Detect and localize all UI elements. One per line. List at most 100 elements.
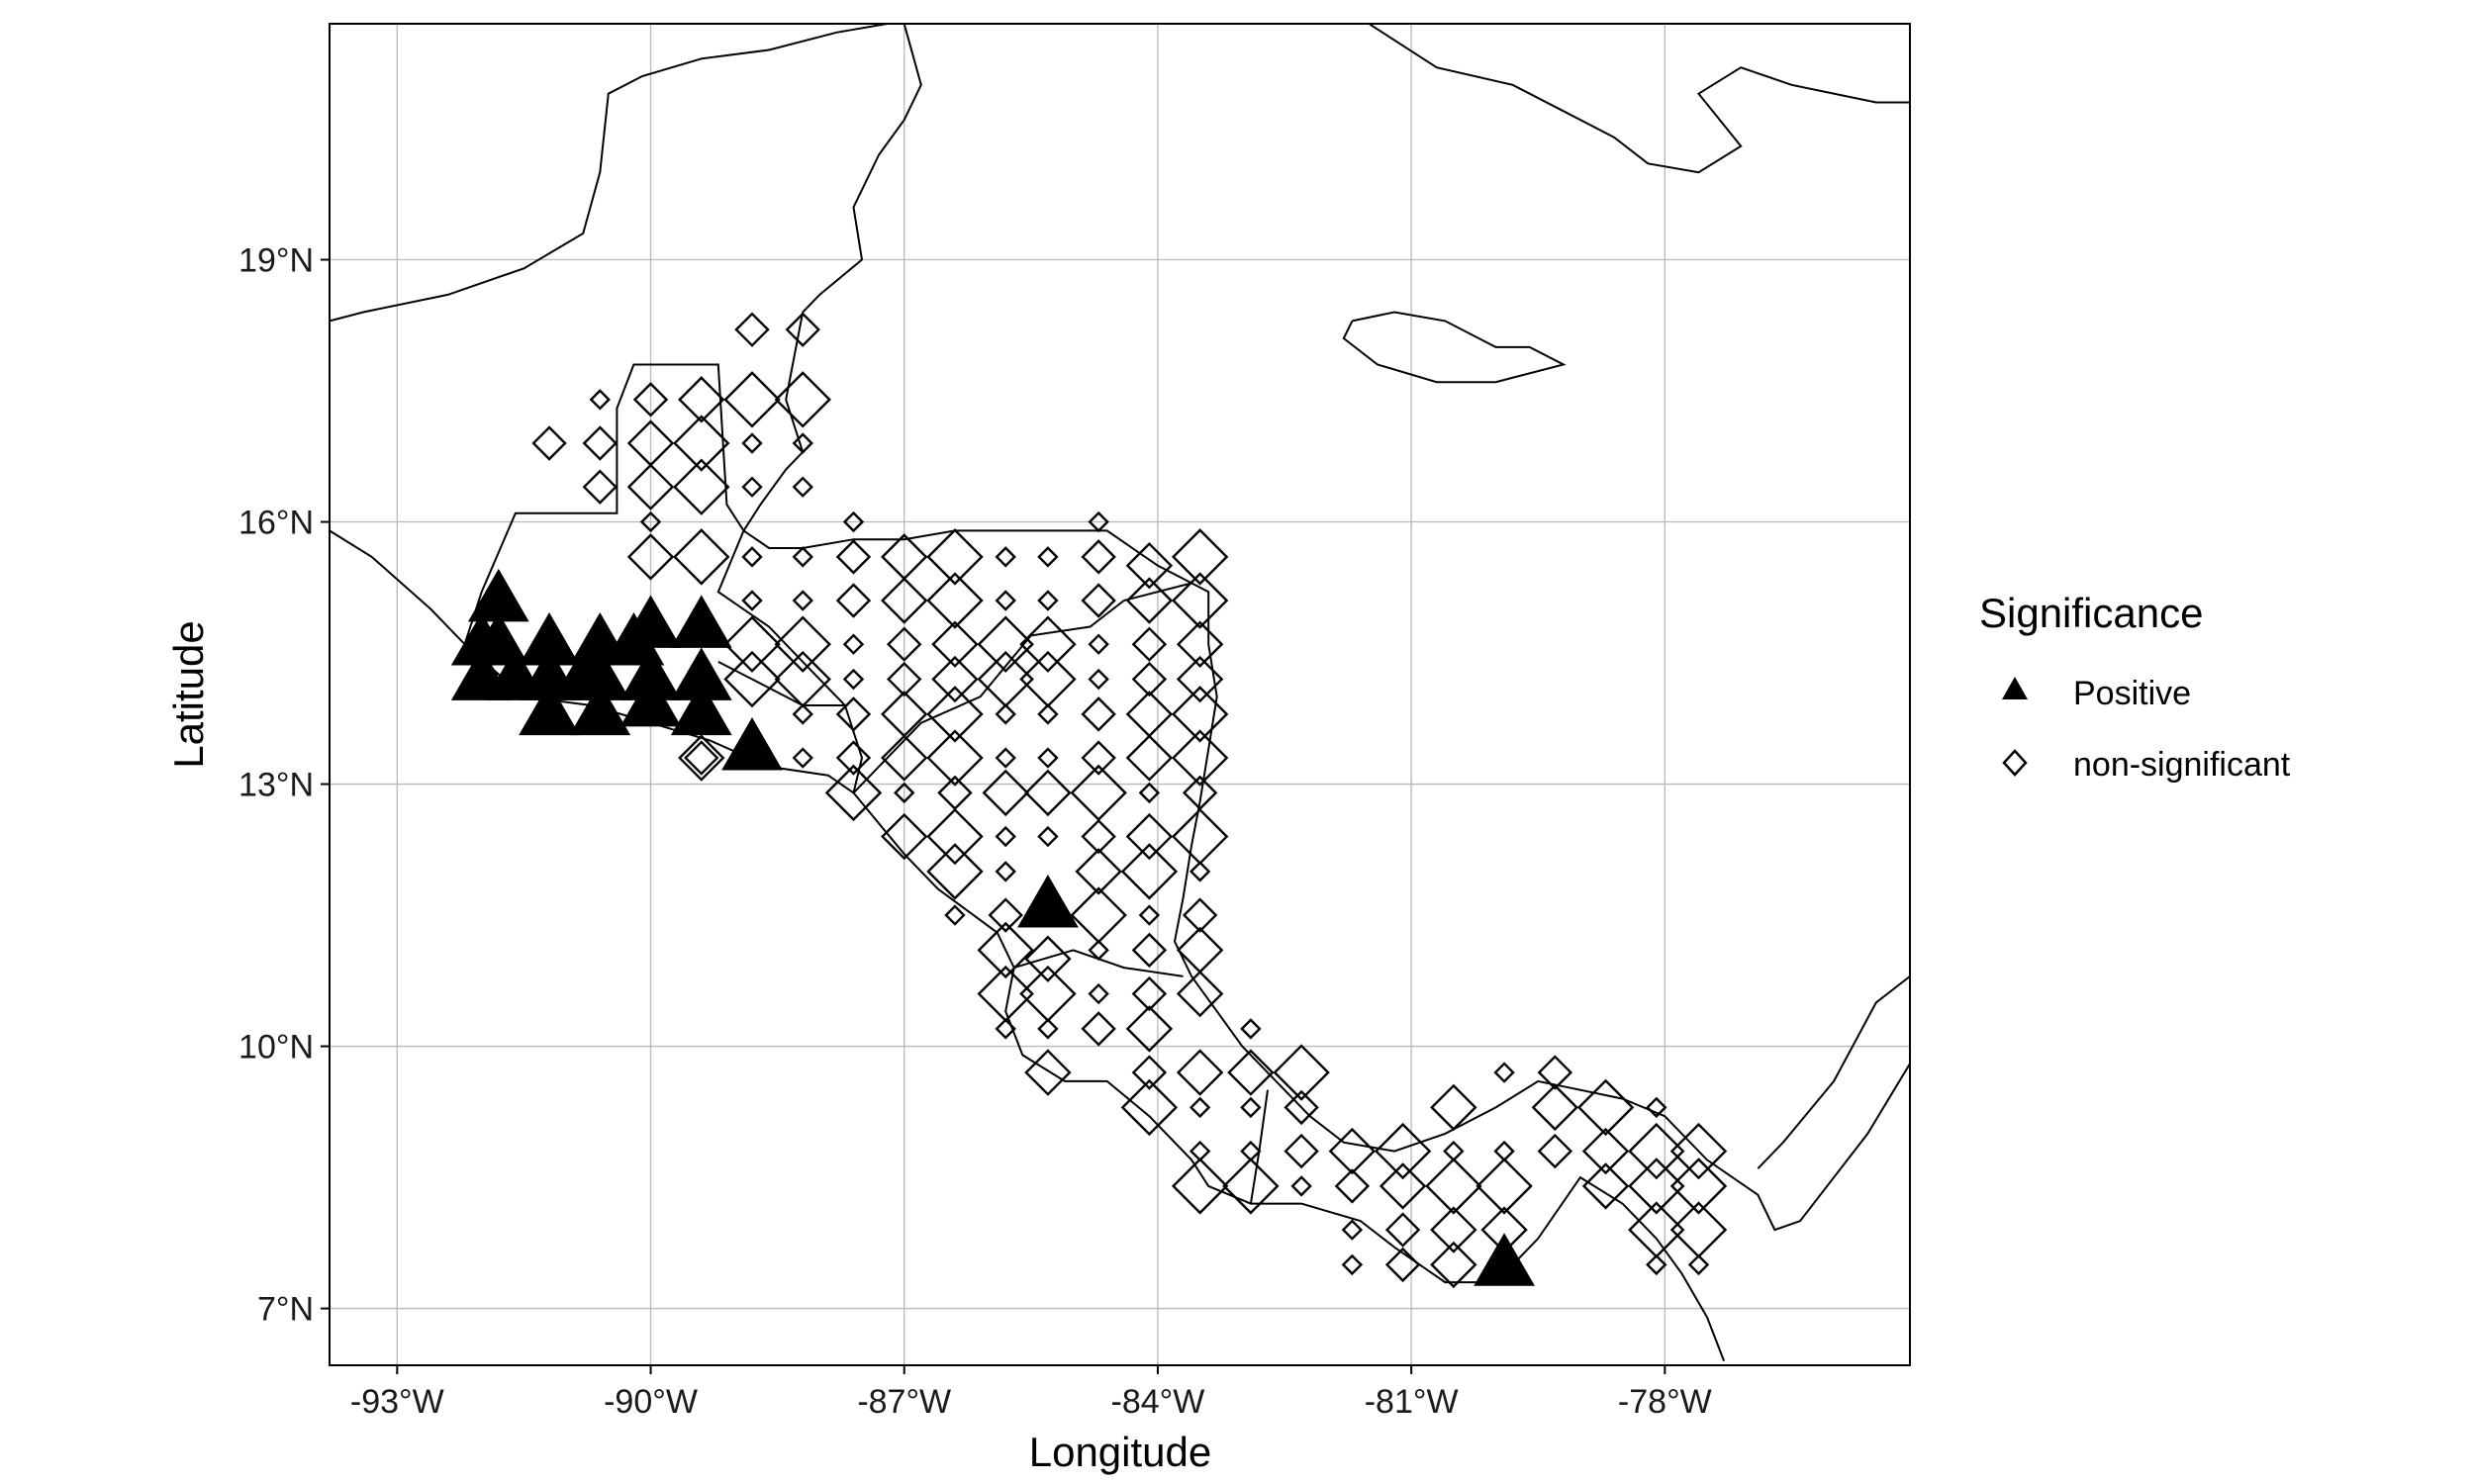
non-significant-point (1088, 668, 1109, 691)
non-significant-point (673, 528, 730, 586)
non-significant-point (1384, 1247, 1421, 1283)
non-significant-point (1171, 572, 1229, 629)
non-significant-point (1430, 1083, 1477, 1132)
non-significant-point (1240, 1096, 1262, 1119)
legend: Significance Positive non-significant (1979, 590, 2291, 784)
non-significant-point (678, 734, 725, 782)
positive-point (619, 673, 682, 727)
y-tick-label: 7°N (257, 1291, 314, 1329)
non-significant-point (673, 458, 730, 515)
legend-title: Significance (1979, 590, 2203, 636)
non-significant-point (531, 425, 567, 461)
non-significant-point (785, 312, 820, 347)
non-significant-point (1537, 1133, 1573, 1169)
non-significant-point (931, 620, 979, 668)
non-significant-point (1284, 1133, 1319, 1169)
non-significant-point (723, 650, 781, 708)
non-significant-point (824, 764, 883, 822)
non-significant-point (1475, 1158, 1533, 1215)
positive-point (569, 682, 631, 736)
non-significant-point (792, 476, 813, 498)
non-significant-point (1125, 734, 1174, 782)
non-significant-point (684, 740, 719, 776)
non-significant-point (1646, 1253, 1667, 1276)
non-significant-point (1125, 577, 1174, 624)
non-significant-point (1379, 1162, 1427, 1210)
non-significant-point (1081, 1011, 1116, 1047)
non-significant-point (1290, 1175, 1312, 1197)
non-significant-point (632, 382, 669, 417)
non-significant-point (1176, 970, 1224, 1018)
non-significant-point (1176, 620, 1224, 668)
non-significant-point (1240, 1018, 1262, 1040)
non-significant-point (1430, 1206, 1477, 1253)
coastline-path (717, 661, 864, 793)
non-significant-point (1125, 1005, 1174, 1053)
non-significant-point (1182, 897, 1218, 933)
non-significant-point (1138, 782, 1161, 804)
non-significant-point (678, 376, 725, 423)
non-significant-point (835, 696, 872, 732)
panel-border (329, 23, 1911, 1366)
positive-point (619, 595, 682, 648)
non-significant-point (926, 729, 984, 787)
non-significant-point (1171, 729, 1229, 787)
non-significant-point (1081, 539, 1116, 575)
non-significant-point (1037, 747, 1059, 769)
non-significant-point (1024, 1049, 1072, 1096)
non-significant-point (894, 782, 915, 804)
non-significant-point (1024, 935, 1072, 982)
non-significant-point (1576, 1078, 1635, 1137)
y-axis-title: Latitude (165, 620, 212, 768)
non-significant-point (792, 590, 813, 611)
positive-points (450, 568, 1535, 1286)
coastline-path (1757, 975, 1910, 1169)
x-tick-label: -90°W (604, 1383, 698, 1421)
non-significant-point (835, 740, 872, 776)
non-significant-point (1019, 615, 1077, 673)
non-significant-point (1037, 1018, 1059, 1040)
non-significant-point (1341, 1219, 1364, 1241)
non-significant-point (988, 897, 1023, 933)
y-axis-ticks: 7°N 10°N 13°N 16°N 19°N (238, 242, 330, 1329)
non-significant-point (1334, 1168, 1371, 1204)
y-tick-label: 16°N (238, 505, 314, 542)
non-significant-point (673, 415, 730, 472)
coastline-path (1368, 24, 1910, 174)
non-significant-point (1189, 861, 1211, 882)
non-significant-point (944, 904, 966, 926)
positive-point (1017, 875, 1079, 928)
non-significant-points (531, 312, 1728, 1289)
non-significant-point (723, 371, 781, 428)
non-significant-point (792, 747, 813, 769)
non-significant-point (1131, 1055, 1168, 1090)
non-significant-point (1131, 932, 1168, 969)
non-significant-point (1131, 661, 1168, 697)
non-significant-point (995, 546, 1016, 568)
y-tick-label: 19°N (238, 242, 314, 280)
positive-point (670, 682, 732, 736)
non-significant-point (1081, 696, 1116, 732)
non-significant-point (1581, 1127, 1630, 1175)
x-tick-label: -93°W (350, 1383, 444, 1421)
non-significant-point (881, 577, 928, 624)
non-significant-point (881, 812, 928, 861)
non-significant-point (741, 546, 763, 568)
non-significant-point (1227, 1049, 1275, 1096)
non-significant-point (995, 825, 1016, 848)
legend-positive-label: Positive (2073, 675, 2191, 712)
non-significant-point (926, 807, 984, 866)
non-significant-point (1075, 848, 1122, 895)
non-significant-point (1171, 1158, 1229, 1215)
non-significant-point (626, 533, 675, 581)
non-significant-point (1669, 1158, 1728, 1215)
non-significant-point (1088, 510, 1109, 533)
coastline-path (463, 363, 745, 645)
non-significant-point (1493, 1062, 1515, 1083)
coastline-path (1342, 311, 1567, 384)
non-significant-point (1037, 546, 1059, 568)
non-significant-point (626, 463, 675, 510)
coastline-path (716, 530, 846, 706)
non-significant-point (1425, 1158, 1482, 1215)
